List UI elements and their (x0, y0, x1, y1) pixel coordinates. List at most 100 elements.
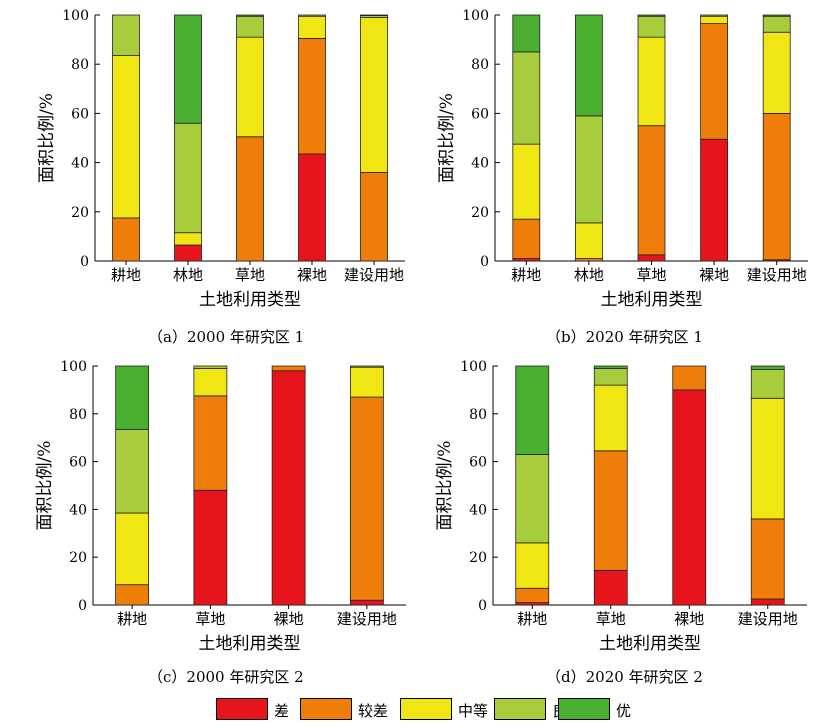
caption-a: （a）2000 年研究区 1 (148, 328, 305, 346)
x-tick-label: 建设用地 (337, 610, 397, 628)
bar-segment (349, 396, 384, 601)
legend-swatch (400, 698, 452, 720)
y-tick-label: 100 (60, 359, 87, 375)
x-tick-label: 建设用地 (738, 610, 798, 628)
bar-segment (271, 370, 306, 606)
x-tick-label: 建设用地 (747, 266, 807, 284)
panel-d: 0 20 40 60 80 100 耕地 草地 裸地 建设用地 土地利用类型 面积比例/% （d）20… (418, 352, 835, 692)
y-tick-label: 20 (71, 205, 89, 221)
bar-segment (193, 367, 228, 397)
bar-segment (271, 365, 306, 372)
bar-segment (112, 14, 140, 56)
bar-segment (236, 136, 264, 262)
x-tick-label: 裸地 (674, 610, 704, 628)
bar-segment (349, 599, 384, 606)
bar-segment (593, 367, 628, 386)
bar-segment (750, 365, 785, 370)
bar-segment (360, 172, 388, 262)
y-tick-label: 20 (469, 550, 487, 566)
y-tick-label: 40 (69, 502, 87, 518)
bar-segment (672, 365, 707, 391)
y-tick-label: 80 (471, 57, 489, 73)
x-axis-title: 土地利用类型 (599, 634, 701, 654)
legend-swatch (300, 698, 352, 720)
bar-segment (512, 51, 541, 145)
bar-segment (593, 569, 628, 606)
bar-segment (700, 23, 729, 140)
bar-segment (750, 397, 785, 520)
y-tick-label: 80 (71, 57, 89, 73)
bar-segment (174, 122, 202, 234)
y-tick-label: 100 (462, 8, 489, 24)
y-tick-label: 40 (71, 156, 89, 172)
x-tick-label: 耕地 (511, 266, 541, 284)
caption-d: （d）2020 年研究区 2 (546, 668, 703, 686)
legend-label: 差 (274, 702, 290, 720)
y-tick-label: 80 (69, 407, 87, 423)
bar-segment (193, 395, 228, 491)
bar-segment (236, 15, 264, 38)
y-tick-label: 20 (471, 205, 489, 221)
bar-segment (637, 36, 666, 127)
bar-segment (512, 14, 541, 53)
bar-segment (750, 518, 785, 600)
bar-segment (298, 15, 326, 39)
bar-segment (762, 31, 791, 114)
bar-segment (349, 366, 384, 398)
x-tick-label: 草地 (596, 610, 626, 628)
bar-segment (349, 365, 384, 368)
caption-b: （b）2020 年研究区 1 (546, 328, 703, 346)
bar-segment (700, 15, 729, 25)
bar-segment (115, 365, 150, 430)
x-tick-label: 裸地 (699, 266, 729, 284)
bar-segment (700, 138, 729, 262)
bar-segment (512, 218, 541, 259)
legend-swatch (494, 698, 546, 720)
y-tick-label: 40 (469, 502, 487, 518)
legend-label: 优 (616, 702, 632, 720)
y-tick-label: 60 (71, 106, 89, 122)
bar-segment (515, 454, 550, 544)
y-tick-label: 0 (478, 598, 487, 614)
x-tick-label: 裸地 (297, 266, 327, 284)
bar-segment (750, 369, 785, 399)
caption-c: （c）2000 年研究区 2 (148, 668, 304, 686)
bar-segment (174, 232, 202, 246)
panel-c: 0 20 40 60 80 100 耕地 草地 裸地 建设用地 土地利用类型 面积比例/% （c）20… (0, 352, 418, 692)
legend-swatch (558, 698, 610, 720)
bar-segment (115, 512, 150, 586)
panel-a: 0 20 40 60 80 100 耕地 林地 草地 裸地 建设用地 土地利用类型 面积比例/% （a）… (0, 0, 418, 352)
y-tick-label: 20 (69, 550, 87, 566)
bar-segment (360, 17, 388, 173)
y-tick-label: 40 (471, 156, 489, 172)
bar-segment (236, 36, 264, 138)
bar-segment (593, 384, 628, 452)
bar-segment (637, 15, 666, 38)
bar-segment (574, 115, 603, 224)
x-tick-label: 建设用地 (344, 266, 404, 284)
bar-segment (672, 389, 707, 606)
bar-segment (762, 15, 791, 33)
bar-segment (574, 222, 603, 259)
y-tick-label: 60 (469, 455, 487, 471)
bar-segment (193, 365, 228, 369)
y-tick-label: 60 (471, 106, 489, 122)
x-tick-label: 草地 (195, 610, 225, 628)
bar-segment (515, 587, 550, 604)
bar-segment (593, 365, 628, 369)
x-axis-title: 土地利用类型 (601, 290, 703, 310)
bar-segment (593, 450, 628, 571)
y-axis-title: 面积比例/% (35, 441, 55, 531)
bar-segment (298, 153, 326, 262)
x-tick-label: 草地 (636, 266, 666, 284)
bar-segment (112, 217, 140, 262)
bar-segment (512, 143, 541, 220)
y-tick-label: 100 (62, 8, 89, 24)
bar-segment (112, 55, 140, 219)
bar-segment (700, 14, 729, 17)
